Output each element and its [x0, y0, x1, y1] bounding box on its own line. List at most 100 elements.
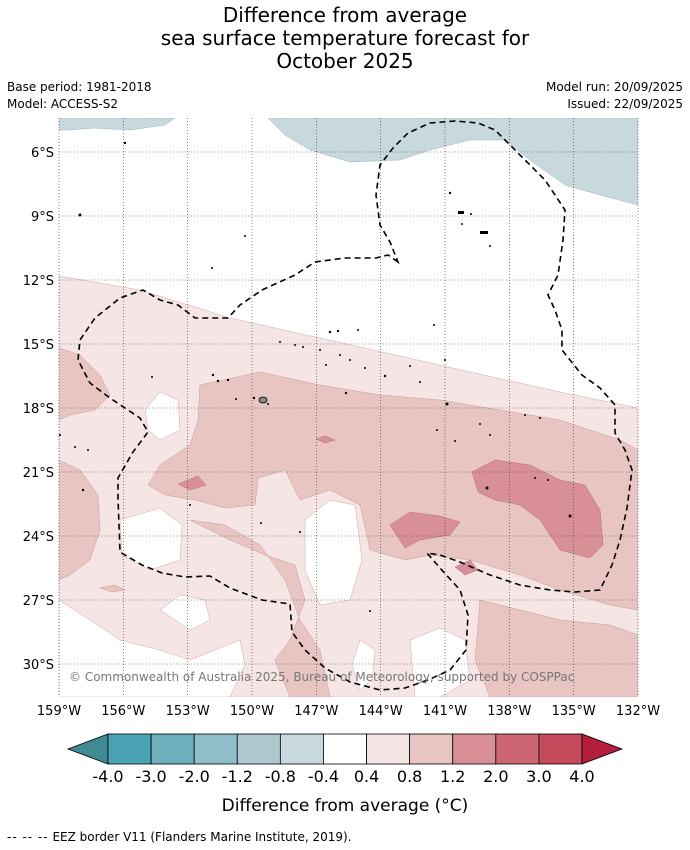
- colorbar-segment: [107, 733, 152, 765]
- anomaly-pocket-white-6: [59, 599, 246, 697]
- island: [539, 417, 541, 419]
- colorbar-segment: [323, 733, 367, 765]
- island: [445, 402, 449, 406]
- anomaly-band-1.2-center: [389, 511, 461, 549]
- island: [319, 349, 321, 351]
- island: [480, 231, 488, 234]
- islands: [59, 141, 572, 612]
- x-axis: 159°W 156°W 153°W 150°W 147°W 144°W 141°…: [37, 704, 660, 719]
- island: [364, 367, 366, 369]
- island: [59, 434, 61, 436]
- colorbar-tick-label: 3.0: [526, 767, 551, 786]
- island: [87, 449, 89, 451]
- anomaly-band-1.2-east: [471, 459, 604, 559]
- meta-left: Base period: 1981-2018 Model: ACCESS-S2: [7, 79, 152, 113]
- eez-legend-dashes: -- -- --: [7, 830, 49, 844]
- island: [226, 378, 230, 382]
- x-tick-label: 144°W: [359, 704, 403, 719]
- anomaly-band-1.2-tiny: [315, 435, 336, 444]
- x-tick-label: 156°W: [101, 704, 145, 719]
- x-tick-label: 150°W: [230, 704, 274, 719]
- island: [444, 359, 446, 361]
- island: [302, 346, 304, 348]
- y-tick-label: 6°S: [31, 146, 54, 161]
- island: [419, 381, 421, 383]
- eez-legend: -- -- -- EEZ border V11 (Flanders Marine…: [7, 830, 352, 844]
- y-tick-label: 15°S: [23, 338, 54, 353]
- island: [267, 403, 269, 405]
- island: [458, 211, 464, 214]
- anomaly-pocket-white-1: [119, 507, 183, 571]
- x-tick-label: 132°W: [616, 704, 660, 719]
- gridlines: [58, 118, 639, 697]
- issued-date: Issued: 22/09/2025: [567, 97, 683, 111]
- island: [336, 329, 340, 333]
- colorbar-tick-label: -3.0: [135, 767, 166, 786]
- y-tick-label: 18°S: [23, 402, 54, 417]
- island: [357, 329, 359, 331]
- island: [344, 391, 348, 395]
- anomaly-band-0.8-southeast: [474, 599, 638, 697]
- eez-border: [77, 120, 633, 691]
- island: [369, 610, 371, 612]
- copyright-annotation: © Commonwealth of Australia 2025, Bureau…: [69, 670, 574, 684]
- colorbar-ticks: -4.0 -3.0 -2.0 -1.2 -0.8 -0.4 0.4 0.8 1.2 2.0 3.0 4…: [92, 767, 594, 786]
- anomaly-pocket-white-3: [144, 391, 181, 441]
- anomaly-band-0.8-south: [189, 519, 331, 697]
- island: [325, 364, 327, 366]
- anomaly-band-0.8-small: [99, 584, 126, 593]
- model-name: Model: ACCESS-S2: [7, 97, 119, 111]
- y-tick-label: 9°S: [31, 210, 54, 225]
- colorbar-tick-label: 2.0: [483, 767, 508, 786]
- island: [534, 477, 536, 479]
- colorbar-tick-label: -0.8: [265, 767, 296, 786]
- island: [74, 446, 76, 448]
- island: [448, 191, 452, 195]
- island: [461, 223, 463, 225]
- x-tick-label: 141°W: [423, 704, 467, 719]
- base-period: Base period: 1981-2018: [7, 80, 152, 94]
- colorbar-segment: [538, 733, 583, 765]
- y-axis: 6°S 9°S 12°S 15°S 18°S 21°S 24°S 27°S 30…: [23, 146, 54, 673]
- colorbar-tick-label: 1.2: [440, 767, 465, 786]
- island: [294, 344, 296, 346]
- colorbar-segment: [150, 733, 195, 765]
- colorbar-tick-label: 0.4: [354, 767, 379, 786]
- colorbar-tick-label: -4.0: [92, 767, 123, 786]
- anomaly-band-0.8-southwest: [59, 459, 101, 581]
- island: [260, 522, 262, 524]
- island: [258, 396, 268, 404]
- island: [436, 429, 438, 431]
- anomaly-band-0.8-main: [147, 371, 638, 611]
- anomaly-pocket-white-2: [304, 499, 363, 606]
- title-line-2: sea surface temperature forecast for: [160, 26, 530, 50]
- island: [211, 267, 213, 269]
- island: [279, 341, 281, 343]
- island: [433, 324, 435, 326]
- island: [339, 354, 341, 356]
- island: [189, 504, 191, 506]
- colorbar-extend-low: [66, 733, 109, 765]
- colorbar-extend-high: [581, 733, 624, 765]
- colorbar-segment: [409, 733, 454, 765]
- island: [244, 235, 246, 237]
- y-tick-label: 27°S: [23, 594, 54, 609]
- colorbar-segment: [236, 733, 281, 765]
- meta-right: Model run: 20/09/2025 Issued: 22/09/2025: [546, 79, 683, 113]
- island: [235, 398, 237, 400]
- colorbar-tick-label: -1.2: [222, 767, 253, 786]
- island: [485, 486, 489, 490]
- x-tick-label: 138°W: [487, 704, 531, 719]
- island: [568, 514, 572, 518]
- y-tick-label: 21°S: [23, 466, 54, 481]
- anomaly-field: [59, 118, 638, 697]
- colorbar-segment: [193, 733, 238, 765]
- island: [211, 373, 215, 377]
- colorbar-tick-label: -0.4: [308, 767, 339, 786]
- cool-region-small: [59, 118, 176, 131]
- x-tick-label: 159°W: [37, 704, 81, 719]
- y-tick-label: 12°S: [23, 274, 54, 289]
- x-tick-label: 135°W: [552, 704, 596, 719]
- island: [409, 365, 411, 367]
